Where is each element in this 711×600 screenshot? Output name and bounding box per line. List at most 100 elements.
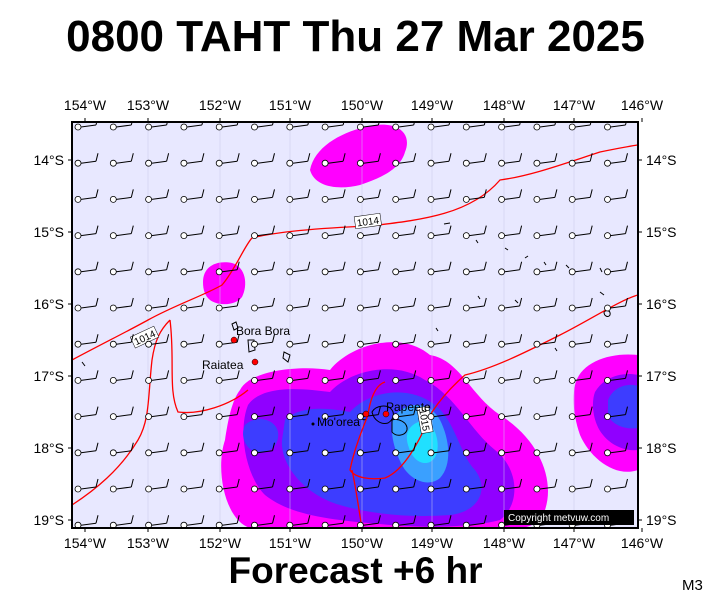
wind-barb <box>462 478 487 493</box>
wind-barb <box>74 515 99 528</box>
wind-barb <box>321 153 346 167</box>
wind-barb <box>180 297 205 312</box>
wind-barb <box>568 478 593 493</box>
wind-barb <box>321 297 346 312</box>
wind-barb <box>215 297 240 312</box>
wind-barb <box>533 478 558 493</box>
lon-label-top: 148°W <box>483 97 526 113</box>
lat-label-right: 17°S <box>646 368 677 384</box>
lon-label-top: 150°W <box>341 97 384 113</box>
wind-barb <box>604 122 627 131</box>
wind-barb <box>604 478 628 493</box>
lat-label-left: 15°S <box>33 224 64 240</box>
wind-barb <box>357 515 381 528</box>
wind-barb <box>356 225 381 240</box>
wind-barb <box>251 478 275 493</box>
lon-label-bottom: 148°W <box>483 535 526 551</box>
marker-moorea <box>362 410 370 418</box>
wind-barb <box>286 261 311 276</box>
wind-barb <box>251 225 275 240</box>
wind-barb <box>533 122 557 131</box>
wind-barb <box>109 297 134 312</box>
wind-barb <box>427 370 452 384</box>
wind-barb <box>604 334 628 348</box>
wind-barb <box>286 153 311 167</box>
lon-label-bottom: 146°W <box>621 535 664 551</box>
wind-barb <box>356 334 381 348</box>
wind-barb <box>498 478 523 493</box>
wind-barb <box>392 406 417 421</box>
wind-barb <box>74 297 99 312</box>
wind-barb <box>462 225 487 240</box>
lat-label-left: 17°S <box>33 368 64 384</box>
wind-barb <box>180 515 205 528</box>
wind-barb <box>498 189 523 203</box>
wind-barb <box>604 442 628 457</box>
wind-barb <box>356 153 381 167</box>
wind-barb <box>180 261 205 276</box>
wind-barb <box>427 225 452 240</box>
wind-barb <box>462 153 487 167</box>
lat-label-right: 16°S <box>646 296 677 312</box>
wind-barb <box>568 122 592 131</box>
lat-label-left: 19°S <box>33 512 64 528</box>
wind-barb <box>251 153 275 167</box>
lon-label-bottom: 150°W <box>341 535 384 551</box>
wind-barb <box>427 297 452 312</box>
wind-barb <box>109 261 134 276</box>
lon-label-top: 153°W <box>127 97 170 113</box>
wind-barb <box>498 225 523 240</box>
svg-text:1015: 1015 <box>416 408 431 432</box>
wind-barb <box>74 406 99 421</box>
lat-label-right: 18°S <box>646 440 677 456</box>
wind-barb <box>604 225 628 240</box>
lon-label-bottom: 149°W <box>411 535 454 551</box>
axis-labels: 154°W 154°W 153°W 153°W 152°W 152°W 151°W 151°W… <box>33 97 676 551</box>
wind-barb <box>533 334 558 348</box>
place-label-papeete: Papeete <box>386 400 431 414</box>
svg-text:1014: 1014 <box>356 215 380 229</box>
lon-label-bottom: 154°W <box>64 535 107 551</box>
wind-barb <box>215 370 240 384</box>
lon-label-top: 147°W <box>553 97 596 113</box>
wind-barb <box>180 370 205 384</box>
wind-barb <box>74 334 99 348</box>
wind-barb <box>180 122 204 131</box>
isobar-1014 <box>72 144 638 361</box>
wind-barb <box>74 153 99 167</box>
wind-barb <box>427 442 452 457</box>
wind-barb <box>180 225 205 240</box>
wind-barb <box>109 515 134 528</box>
wind-barb <box>145 515 170 528</box>
isobar-label-3: 1015 <box>416 405 434 434</box>
wind-barb <box>498 334 523 348</box>
wind-barb <box>321 334 346 348</box>
lat-label-left: 16°S <box>33 296 64 312</box>
place-markers <box>230 336 390 426</box>
wind-barb <box>251 334 275 348</box>
wind-barb <box>74 370 99 384</box>
wind-barb <box>109 122 133 131</box>
wind-barb <box>568 406 593 421</box>
wind-barb <box>145 406 170 421</box>
wind-barb <box>286 370 311 384</box>
wind-barb <box>462 406 487 421</box>
place-label-raiatea: Raiatea <box>202 358 244 372</box>
lon-label-bottom: 147°W <box>553 535 596 551</box>
wind-barb <box>462 297 487 312</box>
wind-barb <box>215 442 240 457</box>
wind-barb <box>604 261 628 276</box>
wind-barb <box>356 189 381 203</box>
wind-barb <box>462 370 487 384</box>
lon-label-top: 151°W <box>269 97 312 113</box>
wind-barb <box>462 122 486 131</box>
wind-barb <box>427 261 452 276</box>
wind-barb <box>392 478 417 493</box>
wind-barb <box>392 261 417 276</box>
wind-barb <box>286 515 311 528</box>
wind-barb <box>392 189 417 203</box>
wind-barb <box>568 225 593 240</box>
wind-barb <box>215 225 240 240</box>
place-label-moorea: Mo'orea <box>317 415 360 429</box>
wind-barb <box>180 406 205 421</box>
